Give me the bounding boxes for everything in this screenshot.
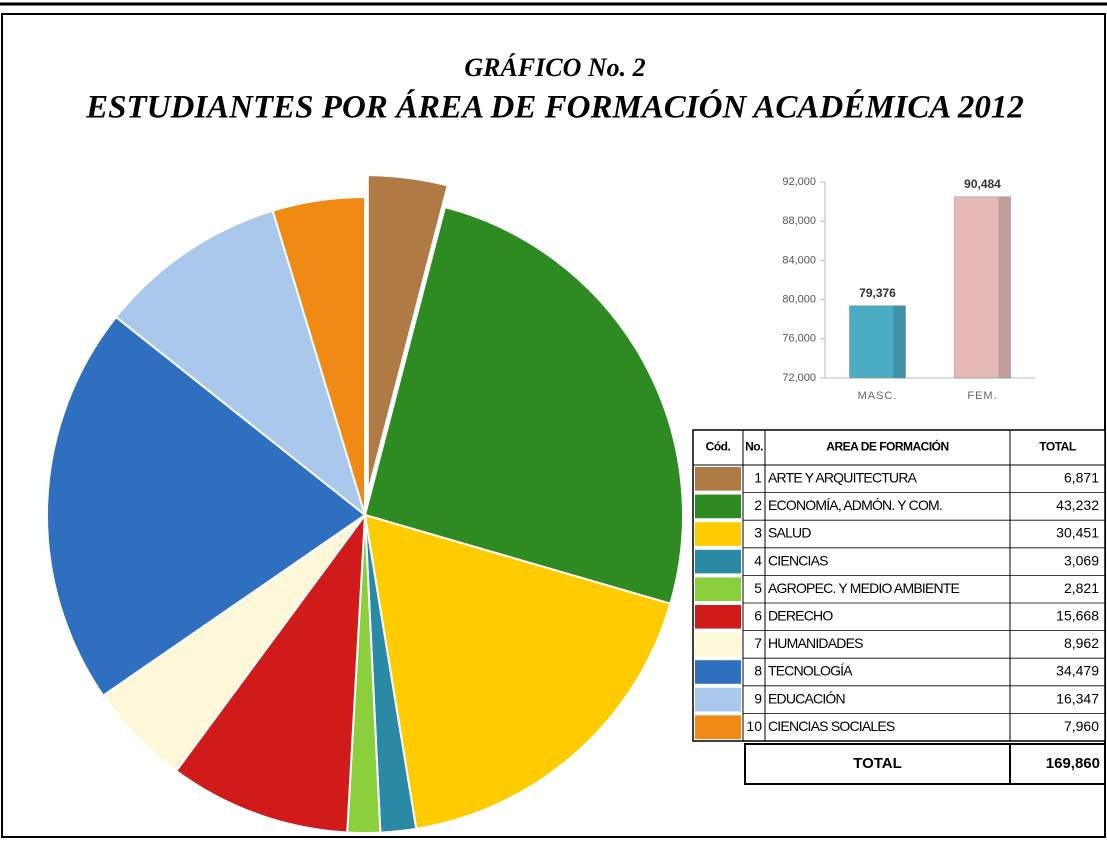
table-area: SALUD (768, 525, 811, 541)
table-code: 9 (754, 690, 762, 706)
table-area: ECONOMÍA, ADMÓN. Y COM. (768, 497, 942, 513)
legend-swatch (695, 715, 741, 739)
table-total-frame (744, 743, 1106, 785)
table-area: EDUCACIÓN (768, 690, 845, 706)
table-code: 3 (754, 525, 762, 541)
table-code: 4 (754, 552, 762, 568)
table-total: 43,232 (1056, 497, 1099, 513)
table-frame (692, 429, 1106, 742)
table-total: 15,668 (1056, 608, 1099, 624)
bar-shade (998, 196, 1011, 378)
table-total: 2,821 (1064, 580, 1099, 596)
pie-slice (363, 513, 672, 830)
table-header: TOTAL (1039, 440, 1076, 454)
bar (954, 196, 1011, 379)
table-area: AGROPEC. Y MEDIO AMBIENTE (768, 580, 960, 596)
y-tick-label: 76,000 (782, 333, 816, 345)
table-header: AREA DE FORMACIÓN (826, 439, 948, 454)
bar (849, 305, 906, 379)
value-label: 90,484 (964, 177, 1001, 191)
legend-swatch (695, 522, 741, 546)
pie-slice (174, 511, 367, 834)
table-code: 7 (754, 635, 762, 651)
table-area: TECNOLOGÍA (768, 663, 853, 679)
table-code: 5 (754, 580, 762, 596)
table-code: 10 (746, 718, 762, 734)
legend-swatch (695, 549, 741, 574)
table-code: 8 (754, 663, 762, 679)
legend-swatch (695, 467, 741, 491)
legend-swatch (695, 605, 741, 629)
pie-slice (363, 205, 684, 605)
x-tick-label: MASC. (858, 390, 898, 402)
table-header: Cód. (706, 440, 731, 454)
table-code: 1 (754, 470, 762, 486)
bar-shade (893, 305, 906, 378)
y-tick-label: 88,000 (782, 215, 816, 227)
table-area: ARTE Y ARQUITECTURA (768, 470, 918, 486)
table-total: 16,347 (1056, 690, 1099, 706)
table-total: 6,871 (1064, 470, 1099, 486)
table-area: HUMANIDADES (768, 635, 863, 651)
table-total-label: TOTAL (853, 755, 902, 772)
chart-subtitle: ESTUDIANTES POR ÁREA DE FORMACIÓN ACADÉM… (85, 88, 1024, 126)
legend-swatch (695, 660, 741, 684)
legend-swatch (695, 494, 741, 519)
pie-slice (366, 174, 449, 494)
table-header: No. (745, 440, 763, 454)
y-tick-label: 72,000 (782, 372, 816, 384)
table-code: 2 (754, 497, 762, 513)
legend-swatch (695, 687, 741, 712)
legend-swatch (695, 632, 741, 657)
table-total: 3,069 (1064, 552, 1099, 568)
table-code: 6 (754, 608, 762, 624)
pie-slice (46, 315, 367, 697)
pie-slice (114, 209, 367, 518)
table-total: 7,960 (1064, 718, 1099, 734)
x-tick-label: FEM. (967, 390, 997, 402)
frame (1, 13, 1106, 838)
table-total: 8,962 (1064, 635, 1099, 651)
y-tick-label: 92,000 (782, 176, 816, 188)
y-tick-label: 80,000 (782, 294, 816, 306)
table-grand-total: 169,860 (1046, 755, 1100, 772)
chart-title: GRÁFICO No. 2 (464, 53, 645, 82)
table-total: 30,451 (1056, 525, 1099, 541)
table-area: CIENCIAS SOCIALES (768, 718, 895, 734)
value-label: 79,376 (859, 286, 896, 300)
table-total: 34,479 (1056, 663, 1099, 679)
table-area: CIENCIAS (768, 552, 828, 568)
pie-slice (271, 195, 366, 516)
table-area: DERECHO (768, 608, 833, 624)
y-tick-label: 84,000 (782, 254, 816, 266)
legend-swatch (695, 577, 741, 601)
